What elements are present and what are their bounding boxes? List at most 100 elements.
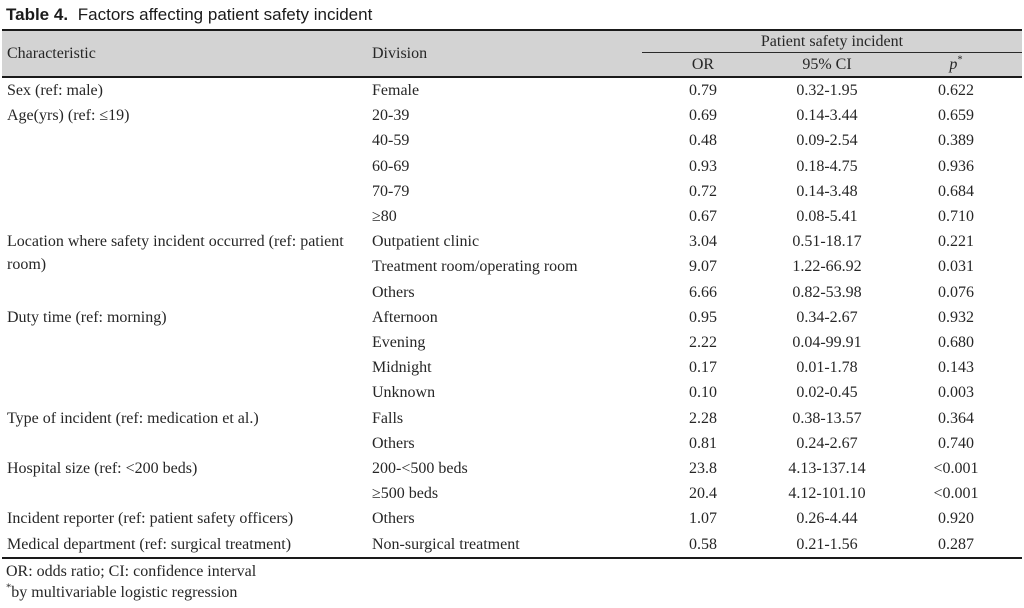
footnote-asterisk: * (6, 582, 12, 594)
p-value-cell: <0.001 (933, 485, 979, 503)
table-row: Unknown 0.10 0.02-0.45 0.003 (2, 380, 1022, 405)
table-row: Medical department (ref: surgical treatm… (2, 532, 1022, 558)
characteristic-cell: Incident reporter (ref: patient safety o… (7, 510, 294, 528)
factors-table: Characteristic Division Patient safety i… (2, 29, 1023, 559)
footnote-abbreviations: OR: odds ratio; CI: confidence interval (6, 562, 257, 580)
p-value-cell: 0.920 (938, 510, 974, 528)
p-symbol: p (949, 56, 958, 73)
characteristic-cell: Medical department (ref: surgical treatm… (7, 535, 292, 553)
table-row: 40-59 0.48 0.09-2.54 0.389 (2, 128, 1022, 153)
division-cell: Others (372, 434, 415, 452)
or-cell: 1.07 (689, 510, 717, 528)
p-value-cell: 0.680 (938, 334, 974, 352)
table-row: ≥80 0.67 0.08-5.41 0.710 (2, 204, 1022, 229)
or-cell: 2.28 (689, 409, 717, 427)
table-footnotes: OR: odds ratio; CI: confidence interval … (2, 561, 1022, 603)
col-header-characteristic: Characteristic (2, 30, 365, 78)
or-cell: 0.69 (689, 107, 717, 125)
col-header-ci: 95% CI (764, 52, 890, 78)
division-cell: Unknown (372, 384, 436, 402)
p-value-cell: 0.076 (938, 283, 974, 301)
col-header-or: OR (642, 52, 764, 78)
division-cell: Evening (372, 334, 426, 352)
footnote-method-text: by multivariable logistic regression (11, 583, 238, 601)
header-row-top: Characteristic Division Patient safety i… (2, 30, 1023, 78)
or-cell: 23.8 (689, 460, 717, 478)
p-value-cell: 0.221 (938, 233, 974, 251)
p-value-cell: 0.389 (938, 132, 974, 150)
division-cell: 40-59 (372, 132, 410, 150)
ci-cell: 0.26-4.44 (796, 510, 858, 528)
table-row: Sex (ref: male) Female 0.79 0.32-1.95 0.622 (2, 77, 1022, 103)
division-cell: ≥80 (372, 208, 397, 226)
characteristic-cell: Age(yrs) (ref: ≤19) (7, 107, 130, 125)
ci-cell: 0.02-0.45 (796, 384, 858, 402)
ci-cell: 0.14-3.44 (796, 107, 858, 125)
ci-cell: 0.24-2.67 (796, 434, 858, 452)
division-cell: ≥500 beds (372, 485, 439, 503)
p-value-cell: <0.001 (933, 460, 979, 478)
table-row: Midnight 0.17 0.01-1.78 0.143 (2, 355, 1022, 380)
division-cell: Outpatient clinic (372, 233, 480, 251)
p-value-cell: 0.659 (938, 107, 974, 125)
ci-cell: 1.22-66.92 (792, 258, 862, 276)
table-title: Table 4. Factors affecting patient safet… (2, 5, 1022, 29)
table-row: Treatment room/operating room 9.07 1.22-66… (2, 254, 1022, 279)
p-value-cell: 0.287 (938, 535, 974, 553)
ci-cell: 0.32-1.95 (796, 82, 858, 99)
characteristic-cell: Hospital size (ref: <200 beds) (7, 460, 198, 478)
table-row: 60-69 0.93 0.18-4.75 0.936 (2, 154, 1022, 179)
ci-cell: 0.09-2.54 (796, 132, 858, 150)
or-cell: 0.48 (689, 132, 717, 150)
or-cell: 0.67 (689, 208, 717, 226)
p-asterisk: * (957, 54, 963, 66)
or-cell: 9.07 (689, 258, 717, 276)
table-row: Evening 2.22 0.04-99.91 0.680 (2, 330, 1022, 355)
or-cell: 0.95 (689, 308, 717, 326)
ci-cell: 0.38-13.57 (792, 409, 862, 427)
col-header-division: Division (365, 30, 642, 78)
division-cell: 200-<500 beds (372, 460, 468, 478)
or-cell: 0.93 (689, 157, 717, 175)
or-cell: 0.72 (689, 182, 717, 200)
division-cell: Afternoon (372, 308, 438, 326)
table-row: Others 0.81 0.24-2.67 0.740 (2, 431, 1022, 456)
table-row: Type of incident (ref: medication et al.… (2, 406, 1022, 431)
table-row: Duty time (ref: morning) Afternoon 0.95 0.3… (2, 305, 1022, 330)
or-cell: 0.10 (689, 384, 717, 402)
ci-cell: 0.51-18.17 (792, 233, 862, 251)
table-row: Hospital size (ref: <200 beds) 200-<500 b… (2, 456, 1022, 481)
characteristic-cell: Sex (ref: male) (7, 82, 103, 99)
ci-cell: 0.01-1.78 (796, 359, 858, 377)
characteristic-cell: Type of incident (ref: medication et al.… (7, 409, 259, 427)
ci-cell: 0.18-4.75 (796, 157, 858, 175)
ci-cell: 0.04-99.91 (792, 334, 862, 352)
division-cell: Falls (372, 409, 404, 427)
or-cell: 0.17 (689, 359, 717, 377)
table-row: Location where safety incident occurred … (2, 229, 1022, 273)
ci-cell: 0.14-3.48 (796, 182, 858, 200)
division-cell: 70-79 (372, 182, 410, 200)
header-row-sub: OR 95% CI p* (2, 52, 1023, 78)
p-value-cell: 0.031 (938, 258, 974, 276)
division-cell: 60-69 (372, 157, 410, 175)
p-value-cell: 0.622 (938, 82, 974, 99)
ci-cell: 0.08-5.41 (796, 208, 858, 226)
division-cell: Others (372, 283, 415, 301)
p-value-cell: 0.710 (938, 208, 974, 226)
ci-cell: 0.82-53.98 (792, 283, 862, 301)
table-header: Characteristic Division Patient safety i… (2, 30, 1023, 78)
division-cell: Treatment room/operating room (372, 258, 578, 276)
p-value-cell: 0.684 (938, 182, 974, 200)
or-cell: 0.79 (689, 82, 717, 99)
table-title-text: Factors affecting patient safety inciden… (77, 5, 373, 24)
ci-cell: 0.21-1.56 (796, 535, 858, 553)
or-cell: 0.81 (689, 434, 717, 452)
footnote-method: *by multivariable logistic regression (6, 582, 1022, 603)
or-cell: 20.4 (689, 485, 717, 503)
p-value-cell: 0.143 (938, 359, 974, 377)
ci-cell: 4.13-137.14 (788, 460, 866, 478)
or-cell: 2.22 (689, 334, 717, 352)
table-row: Age(yrs) (ref: ≤19) 20-39 0.69 0.14-3.44 0.6… (2, 103, 1022, 128)
